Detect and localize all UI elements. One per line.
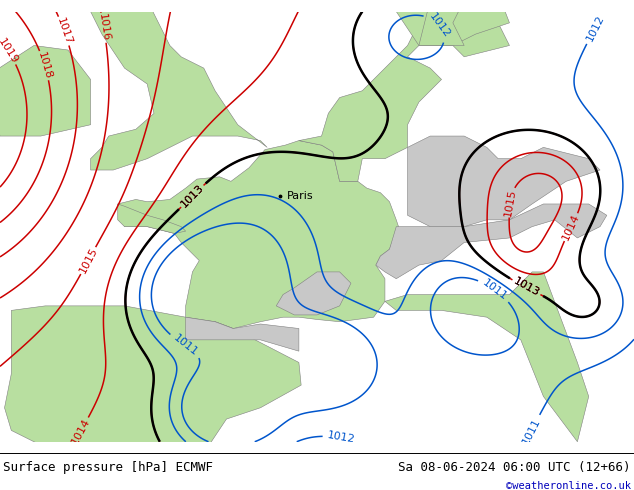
Text: 1011: 1011 [171,333,199,358]
Text: Surface pressure [hPa] ECMWF: Surface pressure [hPa] ECMWF [3,462,213,474]
Polygon shape [385,272,589,441]
Text: 1012: 1012 [585,13,606,43]
Text: 1011: 1011 [481,277,509,302]
Polygon shape [376,204,607,279]
Text: 1011: 1011 [521,416,542,446]
Text: 1016: 1016 [96,13,111,42]
Text: 1013: 1013 [179,183,205,210]
Polygon shape [299,0,510,181]
Polygon shape [118,141,399,328]
Text: 1013: 1013 [179,183,205,210]
Text: 1015: 1015 [503,188,517,217]
Text: 1012: 1012 [327,430,356,444]
Polygon shape [0,46,91,136]
Text: 1012: 1012 [427,11,452,40]
Text: 1013: 1013 [512,276,541,299]
Text: 1019: 1019 [0,37,20,66]
Text: 1017: 1017 [55,16,74,46]
Text: 1015: 1015 [77,246,99,275]
Text: 1018: 1018 [36,50,53,80]
Polygon shape [419,0,464,46]
Polygon shape [118,204,186,233]
Polygon shape [79,0,267,170]
Text: 1014: 1014 [560,212,581,242]
Polygon shape [186,317,299,351]
Polygon shape [4,306,301,487]
Text: 1014: 1014 [70,416,92,446]
Polygon shape [340,0,510,46]
Polygon shape [408,136,600,226]
Text: ©weatheronline.co.uk: ©weatheronline.co.uk [506,481,631,490]
Text: Paris: Paris [287,191,313,201]
Text: Sa 08-06-2024 06:00 UTC (12+66): Sa 08-06-2024 06:00 UTC (12+66) [398,462,631,474]
Polygon shape [276,272,351,315]
Text: 1013: 1013 [512,276,541,299]
